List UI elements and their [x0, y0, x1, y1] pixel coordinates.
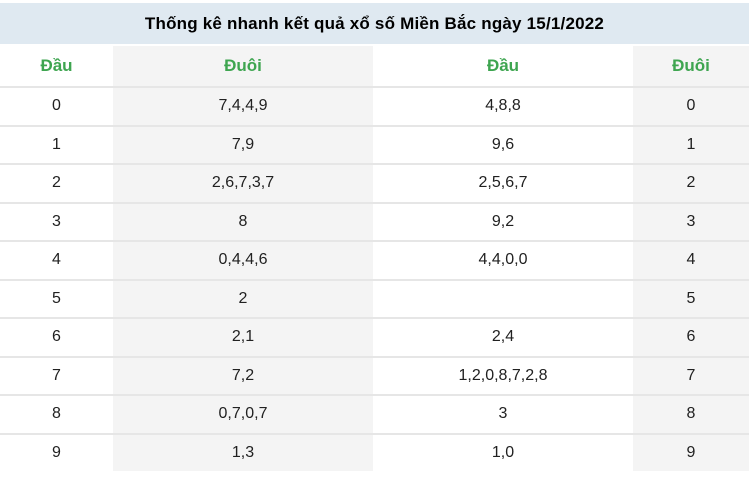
- tail-digits-cell: 1,3: [113, 432, 373, 471]
- head-digits-cell: 3: [373, 394, 633, 434]
- head-digit-cell: 5: [0, 278, 113, 318]
- column-header-duoi-right: Đuôi: [633, 46, 749, 87]
- tail-digits-cell: 7,4,4,9: [113, 86, 373, 126]
- head-digit-cell: 6: [0, 317, 113, 357]
- tail-digits-cell: 7,9: [113, 124, 373, 164]
- tail-digits-cell: 2,6,7,3,7: [113, 163, 373, 203]
- tail-digit-cell: 4: [633, 240, 749, 280]
- head-digits-cell: 4,4,0,0: [373, 240, 633, 280]
- tail-digits-cell: 2: [113, 278, 373, 318]
- head-digits-cell: 1,0: [373, 432, 633, 471]
- tail-digit-cell: 6: [633, 317, 749, 357]
- tail-digits-cell: 0,7,0,7: [113, 394, 373, 434]
- head-digit-cell: 7: [0, 355, 113, 395]
- column-header-duoi-left: Đuôi: [113, 46, 373, 87]
- table-row: 0 7,4,4,9 4,8,8 0: [0, 86, 749, 126]
- results-table: Đầu Đuôi Đầu Đuôi 0 7,4,4,9 4,8,8 0 1 7,…: [0, 46, 749, 471]
- head-digits-cell: [373, 278, 633, 318]
- head-digit-cell: 8: [0, 394, 113, 434]
- head-digit-cell: 2: [0, 163, 113, 203]
- tail-digit-cell: 8: [633, 394, 749, 434]
- head-digits-cell: 9,2: [373, 201, 633, 241]
- table-row: 3 8 9,2 3: [0, 201, 749, 241]
- head-digit-cell: 9: [0, 432, 113, 471]
- page-title: Thống kê nhanh kết quả xổ số Miền Bắc ng…: [144, 13, 605, 33]
- tail-digit-cell: 3: [633, 201, 749, 241]
- head-digits-cell: 4,8,8: [373, 86, 633, 126]
- column-header-dau-right: Đầu: [486, 56, 520, 75]
- head-digits-cell: 2,4: [373, 317, 633, 357]
- tail-digits-cell: 7,2: [113, 355, 373, 395]
- head-digits-cell: 2,5,6,7: [373, 163, 633, 203]
- table-row: 7 7,2 1,2,0,8,7,2,8 7: [0, 355, 749, 395]
- tail-digit-cell: 5: [633, 278, 749, 318]
- tail-digit-cell: 2: [633, 163, 749, 203]
- table-row: 8 0,7,0,7 3 8: [0, 394, 749, 434]
- column-header-dau-left: Đầu: [40, 56, 73, 75]
- tail-digits-cell: 2,1: [113, 317, 373, 357]
- table-row: 9 1,3 1,0 9: [0, 432, 749, 471]
- head-digits-cell: 1,2,0,8,7,2,8: [373, 355, 633, 395]
- tail-digit-cell: 1: [633, 124, 749, 164]
- head-digit-cell: 0: [0, 86, 113, 126]
- head-digit-cell: 4: [0, 240, 113, 280]
- table-row: 4 0,4,4,6 4,4,0,0 4: [0, 240, 749, 280]
- tail-digits-cell: 8: [113, 201, 373, 241]
- tail-digits-cell: 0,4,4,6: [113, 240, 373, 280]
- header-row: Đầu Đuôi Đầu Đuôi: [0, 46, 749, 87]
- table-row: 5 2 5: [0, 278, 749, 318]
- tail-digit-cell: 0: [633, 86, 749, 126]
- table-row: 1 7,9 9,6 1: [0, 124, 749, 164]
- head-digit-cell: 1: [0, 124, 113, 164]
- tail-digit-cell: 9: [633, 432, 749, 471]
- table-row: 2 2,6,7,3,7 2,5,6,7 2: [0, 163, 749, 203]
- title-bar: Thống kê nhanh kết quả xổ số Miền Bắc ng…: [0, 3, 749, 44]
- head-digit-cell: 3: [0, 201, 113, 241]
- table-row: 6 2,1 2,4 6: [0, 317, 749, 357]
- tail-digit-cell: 7: [633, 355, 749, 395]
- head-digits-cell: 9,6: [373, 124, 633, 164]
